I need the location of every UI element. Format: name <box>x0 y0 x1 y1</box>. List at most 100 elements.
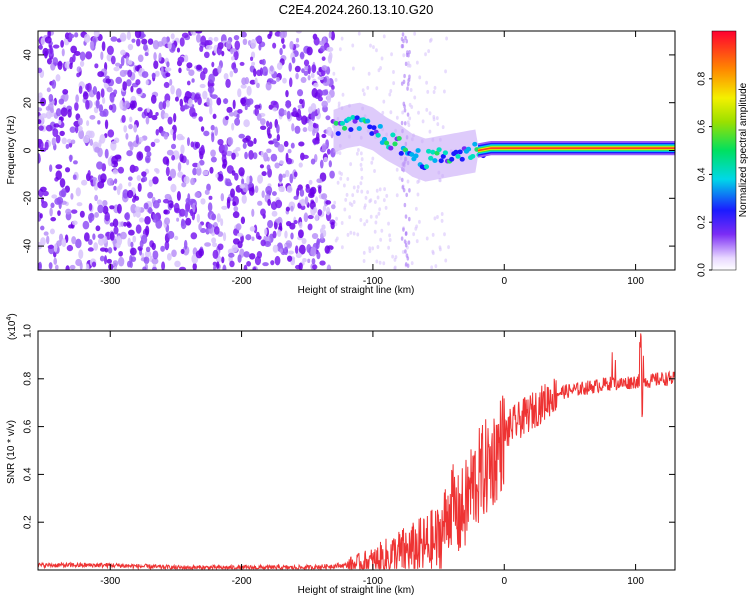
spectrogram-cell <box>183 239 188 250</box>
spectrogram-cell <box>270 153 278 162</box>
spectrogram-cell <box>281 186 285 193</box>
spectrogram-cell <box>147 206 153 214</box>
spectrogram-cell <box>59 130 65 137</box>
spectrogram-cell <box>196 166 202 176</box>
spectrogram-cell <box>375 86 379 91</box>
spectrogram-cell <box>186 80 191 86</box>
spectrogram-cell <box>117 166 125 174</box>
spectrogram-cell <box>349 230 353 235</box>
signal-blob <box>390 132 396 138</box>
spectrogram-cell <box>169 168 177 179</box>
spectrogram-cell <box>152 176 159 185</box>
spectrogram-cell <box>417 110 420 115</box>
signal-blob <box>354 115 360 121</box>
spectrogram-cell <box>144 145 151 153</box>
spectrogram-cell <box>368 246 372 251</box>
spectrogram-cell <box>325 200 332 205</box>
spectrogram-cell <box>46 58 52 65</box>
spectrogram-cell <box>415 60 419 65</box>
colorbar-tick-label: 0.4 <box>697 167 708 181</box>
spectrogram-cell <box>190 31 198 36</box>
spectrogram-cell <box>74 102 79 111</box>
spectrogram-cell <box>378 260 382 265</box>
spectrogram-xtick-label: -100 <box>363 276 383 287</box>
spectrogram-cell <box>384 205 388 210</box>
spectrogram-cell <box>114 178 118 184</box>
spectrogram-cell <box>165 99 170 108</box>
spectrogram-cell <box>39 213 43 219</box>
spectrogram-cell <box>203 51 210 59</box>
spectrogram-cell <box>269 31 273 37</box>
spectrogram-cell <box>359 217 363 222</box>
spectrogram-cell <box>275 76 280 82</box>
snr-xtick-label: -100 <box>363 576 383 587</box>
spectrogram-cell <box>182 105 190 110</box>
spectrogram-cell <box>71 220 78 226</box>
spectrogram-cell <box>75 258 82 267</box>
spectrogram-cell <box>216 45 222 56</box>
spectrogram-cell <box>48 262 53 270</box>
spectrogram-cell <box>282 173 286 178</box>
spectrogram-cell <box>389 110 393 115</box>
spectrogram-cell <box>104 148 109 159</box>
spectrogram-cell <box>300 76 307 83</box>
spectrogram-cell <box>38 44 43 50</box>
spectrogram-cell <box>142 176 148 182</box>
spectrogram-cell <box>165 72 171 78</box>
spectrogram-cell <box>373 229 377 234</box>
snr-xtick-label: -300 <box>100 576 120 587</box>
spectrogram-cell <box>234 40 241 51</box>
spectrogram-cell <box>341 92 345 97</box>
spectrogram-cell <box>229 260 235 268</box>
spectrogram-cell <box>392 70 395 75</box>
spectrogram-cell <box>311 64 317 74</box>
spectrogram-cell <box>400 36 404 42</box>
spectrogram-cell <box>170 143 177 150</box>
spectrogram-cell <box>352 185 356 190</box>
colorbar-tick-label: 0.0 <box>697 263 708 277</box>
spectrogram-cell <box>176 190 181 201</box>
spectrogram-cell <box>211 213 217 221</box>
spectrogram-cell <box>126 79 132 87</box>
signal-blob <box>465 146 472 152</box>
spectrogram-cell <box>97 120 101 125</box>
spectrogram-cell <box>241 178 245 186</box>
spectrogram-cell <box>40 97 47 107</box>
spectrogram-cell <box>445 36 448 41</box>
signal-blob <box>365 118 371 124</box>
snr-ytick-label: 0.8 <box>23 371 34 385</box>
spectrogram-cell <box>51 137 56 146</box>
spectrogram-cell <box>216 261 220 269</box>
spectrogram-cell <box>91 261 97 268</box>
spectrogram-cell <box>322 205 327 212</box>
spectrogram-cell <box>94 194 99 202</box>
spectrogram-cell <box>52 57 59 66</box>
spectrogram-cell <box>403 73 406 79</box>
spectrogram-cell <box>235 223 242 231</box>
spectrogram-cell <box>200 126 205 132</box>
spectrogram-cell <box>131 38 136 43</box>
spectrogram-cell <box>148 179 153 187</box>
spectrogram-cell <box>360 157 364 162</box>
spectrogram-cell <box>308 121 314 127</box>
spectrogram-cell <box>362 92 366 97</box>
spectrogram-cell <box>93 31 100 38</box>
spectrogram-cell <box>92 86 98 95</box>
spectrogram-cell <box>208 195 213 200</box>
spectrogram-cell <box>443 232 446 237</box>
spectrogram-cell <box>404 35 407 41</box>
spectrogram-cell <box>340 171 343 176</box>
spectrogram-cell <box>252 152 258 160</box>
page-title: C2E4.2024.260.13.10.G20 <box>278 2 434 17</box>
spectrogram-cell <box>177 162 182 172</box>
spectrogram-cell <box>198 159 205 166</box>
spectrogram-cell <box>307 74 311 81</box>
spectrogram-cell <box>282 31 288 38</box>
spectrogram-cell <box>141 171 147 177</box>
spectrogram-cell <box>61 238 67 248</box>
spectrogram-cell <box>317 96 323 102</box>
spectrogram-cell <box>404 231 408 236</box>
spectrogram-cell <box>285 206 290 212</box>
spectrogram-cell <box>173 112 177 123</box>
spectrogram-cell <box>221 205 228 210</box>
